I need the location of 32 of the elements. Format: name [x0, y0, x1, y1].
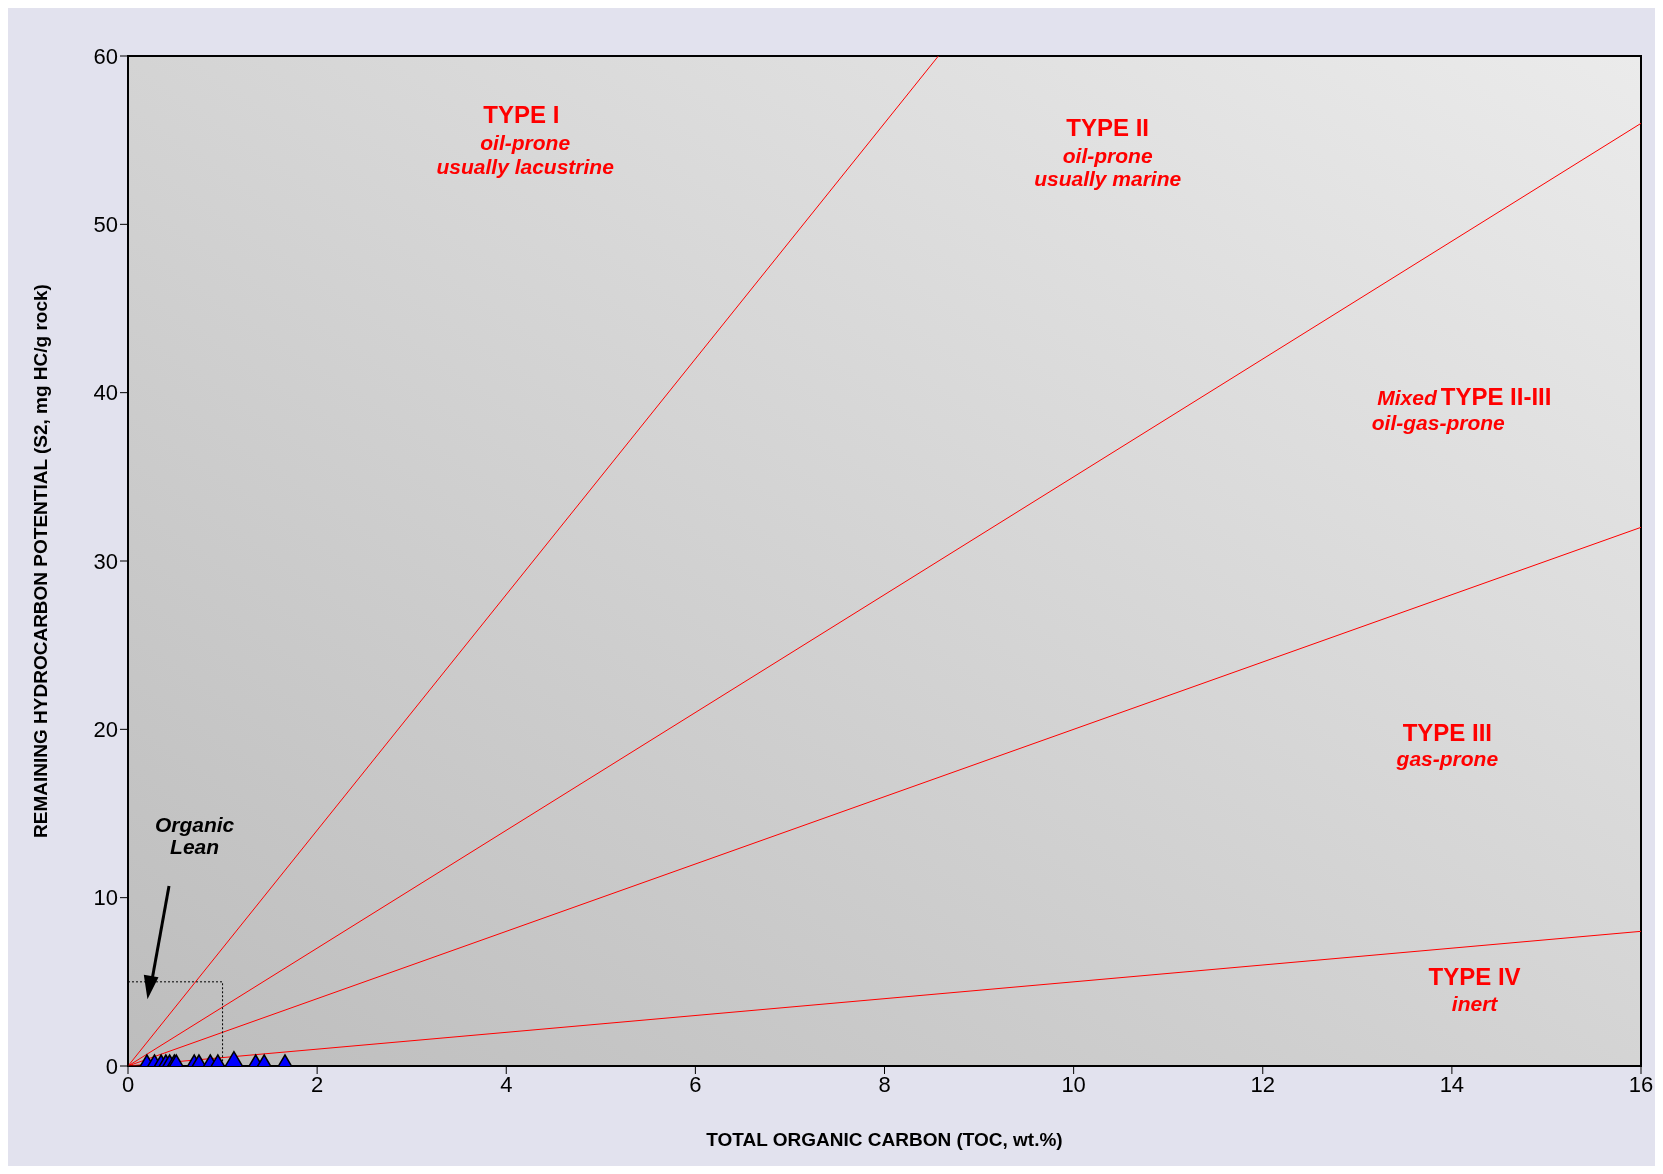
y-tick-label: 10: [93, 885, 118, 911]
x-tick-label: 16: [1628, 1071, 1654, 1097]
x-tick-label: 4: [500, 1071, 513, 1097]
annotation: gas-prone: [1396, 746, 1499, 770]
y-tick-label: 0: [105, 1053, 118, 1079]
annotation: oil-prone: [1062, 143, 1153, 167]
y-tick-label: 20: [93, 717, 118, 743]
x-tick-label: 0: [121, 1071, 135, 1097]
x-tick-label: 2: [311, 1071, 324, 1097]
annotation: inert: [1451, 991, 1498, 1015]
y-tick-label: 60: [93, 43, 118, 69]
x-axis-title: TOTAL ORGANIC CARBON (TOC, wt.%): [706, 1129, 1063, 1150]
x-tick-label: 6: [689, 1071, 702, 1097]
annotation: TYPE II-III: [1440, 383, 1552, 411]
annotation: TYPE IV: [1428, 963, 1521, 991]
annotation: oil-prone: [480, 130, 571, 154]
y-tick-label: 30: [93, 548, 118, 574]
x-tick-label: 14: [1439, 1071, 1465, 1097]
annotation: Mixed: [1377, 385, 1437, 409]
annotation: usually marine: [1034, 166, 1182, 190]
x-tick-label: 8: [878, 1071, 891, 1097]
annotation: usually lacustrine: [436, 154, 614, 178]
annotation: TYPE III: [1402, 718, 1493, 746]
y-tick-label: 50: [93, 212, 118, 238]
annotation: TYPE I: [483, 100, 560, 128]
y-tick-label: 40: [93, 380, 118, 406]
annotation: oil-gas-prone: [1371, 410, 1505, 434]
y-axis-title: REMAINING HYDROCARBON POTENTIAL (S2, mg HC/g rock): [29, 284, 51, 838]
x-tick-label: 10: [1061, 1071, 1086, 1097]
annotation: Organic: [154, 812, 235, 836]
x-tick-label: 12: [1250, 1071, 1275, 1097]
annotation: TYPE II: [1066, 113, 1149, 141]
